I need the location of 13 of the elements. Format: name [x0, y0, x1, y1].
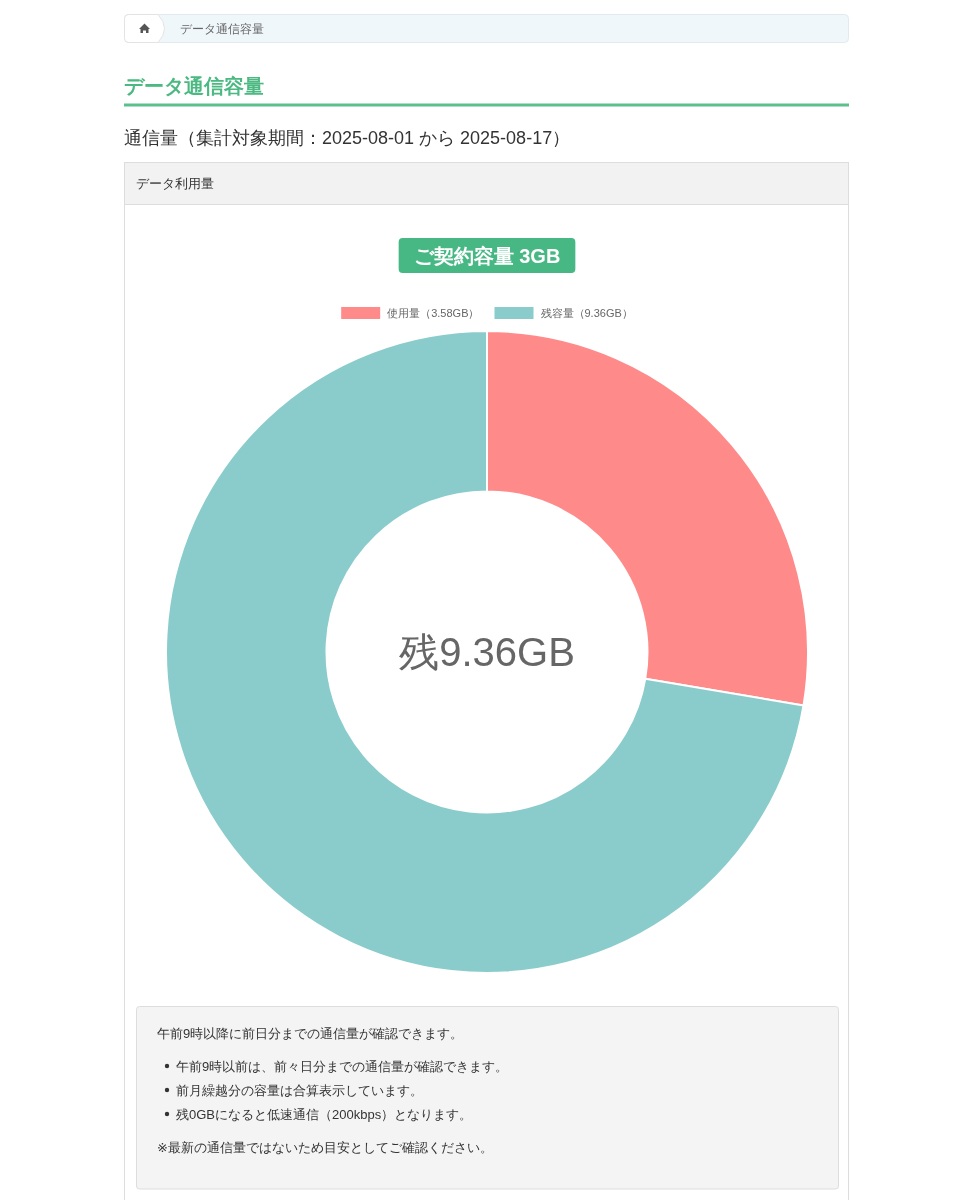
- text: ご契約容量 3GB: [413, 245, 561, 267]
- text: 午前9時以降に前日分までの通信量が確認できます。: [157, 1025, 464, 1041]
- text: データ通信容量: [180, 22, 264, 36]
- chart-subtitle: 通信量（集計対象期間：2025-08-01 から 2025-08-17）: [124, 128, 571, 148]
- text: 残9.36GB: [399, 630, 575, 674]
- chart-title: データ通信容量: [124, 75, 264, 97]
- text: 前月繰越分の容量は合算表示しています。: [176, 1082, 423, 1098]
- legend-label: 使用量（3.58GB）: [387, 307, 480, 319]
- text: 残0GBになると低速通信（200kbps）となります。: [176, 1106, 473, 1122]
- legend-label: 残容量（9.36GB）: [540, 307, 633, 319]
- text: 午前9時以前は、前々日分までの通信量が確認できます。: [176, 1058, 509, 1074]
- text: データ利用量: [136, 175, 214, 191]
- text: ※最新の通信量ではないため目安としてご確認ください。: [157, 1139, 493, 1155]
